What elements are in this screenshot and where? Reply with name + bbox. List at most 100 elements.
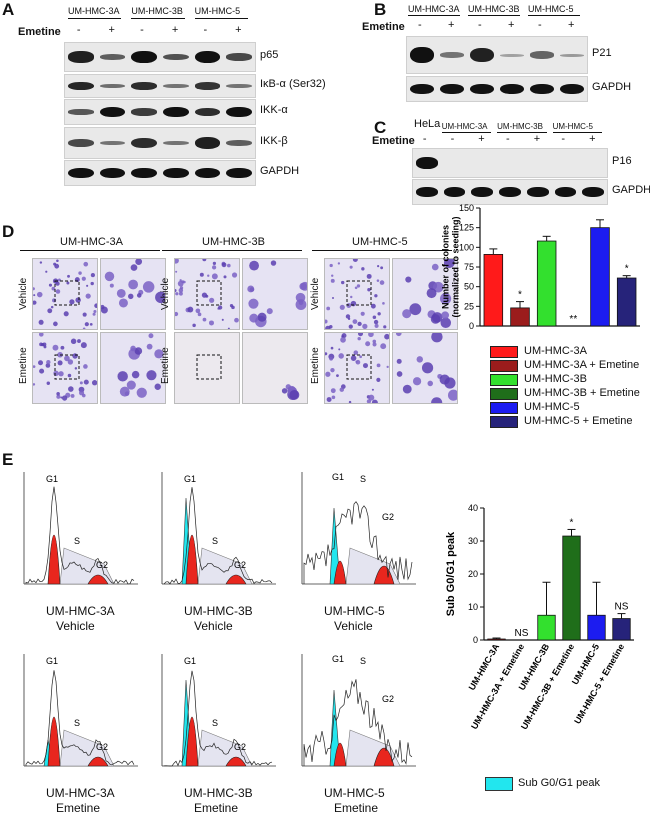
lane-sign: - — [478, 19, 482, 31]
micrograph-zoom — [392, 258, 458, 330]
blot-band — [443, 186, 466, 198]
cell-colony — [68, 386, 74, 392]
cell-colony — [249, 260, 259, 271]
bar — [616, 277, 637, 327]
cell-colony — [229, 303, 234, 308]
cell-colony — [36, 291, 43, 298]
cell-colony — [270, 260, 277, 266]
blot-band — [226, 53, 252, 61]
histogram-condition: Vehicle — [56, 619, 95, 633]
cell-colony — [52, 344, 59, 351]
cell-colony — [350, 355, 357, 361]
cell-colony — [79, 390, 85, 396]
micrograph-zoom — [242, 258, 308, 330]
cell-colony — [330, 367, 335, 373]
lane-sign: + — [533, 133, 541, 145]
y-tick-label: 100 — [459, 242, 474, 252]
blot-band — [163, 53, 189, 61]
cell-colony — [146, 370, 157, 381]
zoom-region-box — [346, 354, 372, 380]
cell-colony — [131, 370, 140, 379]
cell-colony — [380, 266, 384, 270]
blot-band — [440, 52, 464, 58]
panel-c-letter: C — [374, 118, 387, 137]
cell-colony — [124, 391, 130, 396]
y-tick-label: 30 — [468, 536, 478, 546]
micrograph-overview — [32, 258, 98, 330]
cell-colony — [359, 355, 363, 359]
subg1-legend-swatch — [485, 777, 513, 791]
blot-band — [131, 137, 157, 149]
blot-band — [560, 53, 584, 57]
cell-colony — [354, 286, 358, 290]
blot-band — [99, 140, 126, 146]
cell-colony — [416, 356, 424, 363]
group-title: UM-HMC-5 — [352, 236, 408, 248]
lane-sign: - — [203, 24, 208, 36]
cell-colony — [223, 275, 227, 279]
cell-colony — [402, 309, 412, 319]
micrograph-zoom — [100, 332, 166, 404]
cell-colony — [80, 342, 87, 349]
cell-colony — [175, 292, 179, 296]
cell-colony — [362, 363, 368, 369]
micrograph-overview — [174, 332, 240, 404]
cell-colony — [295, 299, 307, 310]
cell-colony — [362, 323, 368, 329]
blot-band — [163, 167, 189, 179]
blot-strip — [64, 127, 256, 159]
cell-colony — [86, 284, 89, 287]
header-underline — [131, 18, 185, 19]
cell-colony — [299, 282, 307, 291]
cell-colony — [82, 312, 87, 317]
legend-swatch — [490, 416, 518, 428]
zoom-region-box — [196, 354, 222, 380]
blot-band — [194, 50, 221, 64]
cell-colony — [109, 283, 114, 288]
bar — [590, 227, 610, 327]
cell-cycle-histogram: G1 S G2 — [161, 654, 276, 767]
panel-b-letter: B — [374, 0, 387, 19]
cell-colony — [402, 384, 412, 394]
cell-colony — [101, 304, 105, 310]
blot-strip — [412, 148, 608, 178]
header-underline — [552, 132, 602, 133]
blot-band — [194, 167, 221, 179]
y-tick-label: 150 — [459, 203, 474, 213]
y-tick-label: 0 — [469, 321, 474, 331]
cell-colony — [207, 274, 210, 277]
cell-cycle-histogram: G1 S G2 — [301, 654, 416, 767]
blot-band — [99, 84, 126, 88]
cell-colony — [60, 345, 65, 350]
cell-colony — [46, 381, 51, 385]
blot-band — [194, 107, 221, 117]
cell-colony — [352, 259, 358, 262]
cell-colony — [39, 261, 43, 264]
row-label: Emetine — [18, 347, 29, 384]
cell-colony — [208, 320, 214, 326]
cell-colony — [247, 285, 255, 293]
lane-sign: - — [538, 19, 542, 31]
cell-colony — [366, 273, 372, 279]
cell-colony — [178, 291, 183, 296]
group-underline — [162, 250, 302, 251]
cell-colony — [33, 365, 36, 368]
blot-strip — [406, 76, 588, 102]
cell-colony — [51, 286, 56, 291]
cell-colony — [368, 333, 374, 338]
cell-colony — [211, 273, 218, 280]
legend-label: UM-HMC-3B + Emetine — [524, 387, 640, 399]
row-label: Vehicle — [18, 277, 29, 310]
zoom-region-box — [54, 280, 80, 306]
cell-colony — [218, 305, 223, 310]
cell-colony — [326, 306, 331, 311]
bar — [510, 307, 530, 327]
cell-colony — [75, 297, 81, 303]
cell-colony — [33, 294, 36, 297]
legend-swatch — [490, 402, 518, 414]
blot-label: P16 — [612, 155, 632, 167]
cell-colony — [211, 265, 217, 270]
micrograph-overview — [324, 332, 390, 404]
bar — [537, 614, 556, 641]
